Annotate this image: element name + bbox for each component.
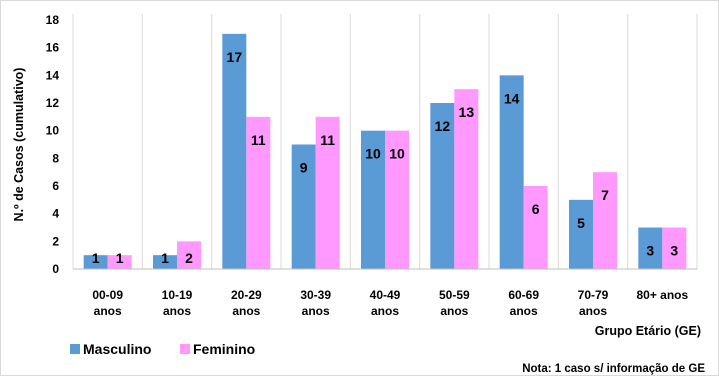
bar-masculino [430,103,455,269]
x-tick-label: anos [232,304,260,318]
y-tick-label: 10 [46,124,60,138]
x-tick-label: anos [440,304,468,318]
data-label: 11 [320,132,335,148]
y-tick-label: 12 [46,96,60,110]
x-tick-label: 30-39 [300,288,331,302]
x-tick-label: 40-49 [370,288,401,302]
x-tick-label: anos [579,304,607,318]
data-label: 11 [251,132,266,148]
data-label: 3 [670,243,678,259]
x-tick-label: anos [163,304,191,318]
grid-lines [72,14,698,269]
y-tick-label: 8 [52,151,59,165]
x-tick-label: 80+ anos [636,288,688,302]
x-tick-label: anos [94,304,122,318]
data-label: 17 [227,49,243,65]
legend-swatch [70,344,80,354]
note-text: Nota: 1 caso s/ informação de GE [522,363,705,375]
y-axis-title: N.º de Casos (cumulativo) [12,68,26,222]
legend-label: Feminino [193,341,255,357]
data-label: 12 [435,118,451,134]
bar-feminino [177,241,201,269]
y-tick-label: 2 [52,234,59,248]
bar-masculino [361,130,385,269]
bar-feminino [107,255,132,269]
data-label: 7 [601,187,609,203]
bar-masculino [153,255,177,269]
bar-feminino [593,172,617,269]
y-tick-label: 16 [46,41,60,55]
x-axis-title: Grupo Etário (GE) [595,324,701,338]
x-tick-label: anos [510,304,538,318]
x-tick-label: 50-59 [439,288,470,302]
y-tick-label: 0 [52,262,59,276]
y-axis-ticks: 0 2 4 6 8 10 12 14 16 18 [46,13,60,276]
y-tick-label: 18 [46,13,60,27]
data-label: 6 [532,201,540,217]
bar-feminino [385,130,409,269]
bar-masculino [638,227,663,269]
x-tick-label: 70-79 [578,288,609,302]
x-axis-ticks: 00-09 anos 10-19 anos 20-29 anos 30-39 anos 40-4… [92,288,688,318]
bar-feminino [246,116,271,269]
x-tick-label: 10-19 [162,288,193,302]
y-tick-label: 14 [46,68,60,82]
bar-masculino [291,144,316,269]
x-tick-label: anos [371,304,399,318]
data-label: 13 [459,104,475,120]
legend-label: Masculino [83,341,151,357]
legend: Masculino Feminino [70,341,255,357]
data-label: 10 [365,146,381,162]
x-tick-label: anos [302,304,330,318]
legend-swatch [180,344,190,354]
x-tick-label: 20-29 [231,288,262,302]
bar-feminino [662,227,687,269]
y-tick-label: 6 [52,179,59,193]
data-label: 2 [185,250,193,266]
bar-masculino [499,75,524,269]
bar-masculino [222,33,247,270]
data-label: 3 [646,243,654,259]
bar-feminino [523,186,548,269]
data-label: 5 [577,215,585,231]
data-label: 9 [300,160,308,176]
y-tick-label: 4 [52,207,59,221]
data-label: 14 [504,90,520,106]
x-tick-label: 00-09 [92,288,123,302]
data-label: 1 [92,250,100,266]
data-label: 1 [116,250,124,266]
x-tick-label: 60-69 [508,288,539,302]
bar-feminino [315,116,340,269]
data-label: 1 [161,250,169,266]
bar-masculino [83,255,108,269]
data-label: 10 [389,146,405,162]
bar-masculino [569,199,593,269]
bar-feminino [454,89,479,270]
